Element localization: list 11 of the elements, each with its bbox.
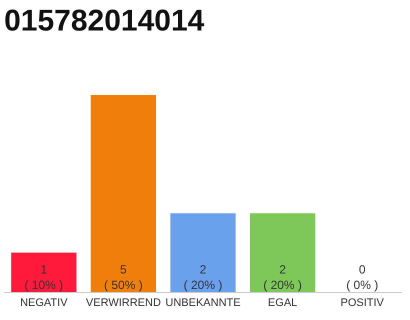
data-label: 0 ( 0% ) xyxy=(346,262,378,292)
data-label: 2 ( 20% ) xyxy=(184,262,222,292)
x-tick-label: UNBEKANNTE xyxy=(165,297,241,310)
x-tick-label: NEGATIV xyxy=(20,297,68,310)
chart-title: 015782014014 xyxy=(4,4,205,38)
data-label: 1 ( 10% ) xyxy=(24,262,64,292)
x-tick-label: EGAL xyxy=(268,297,298,310)
x-tick-label: POSITIV xyxy=(340,297,385,310)
x-tick-label: VERWIRREND xyxy=(86,297,161,310)
data-label: 5 ( 50% ) xyxy=(104,262,143,292)
data-label: 2 ( 20% ) xyxy=(263,262,302,292)
